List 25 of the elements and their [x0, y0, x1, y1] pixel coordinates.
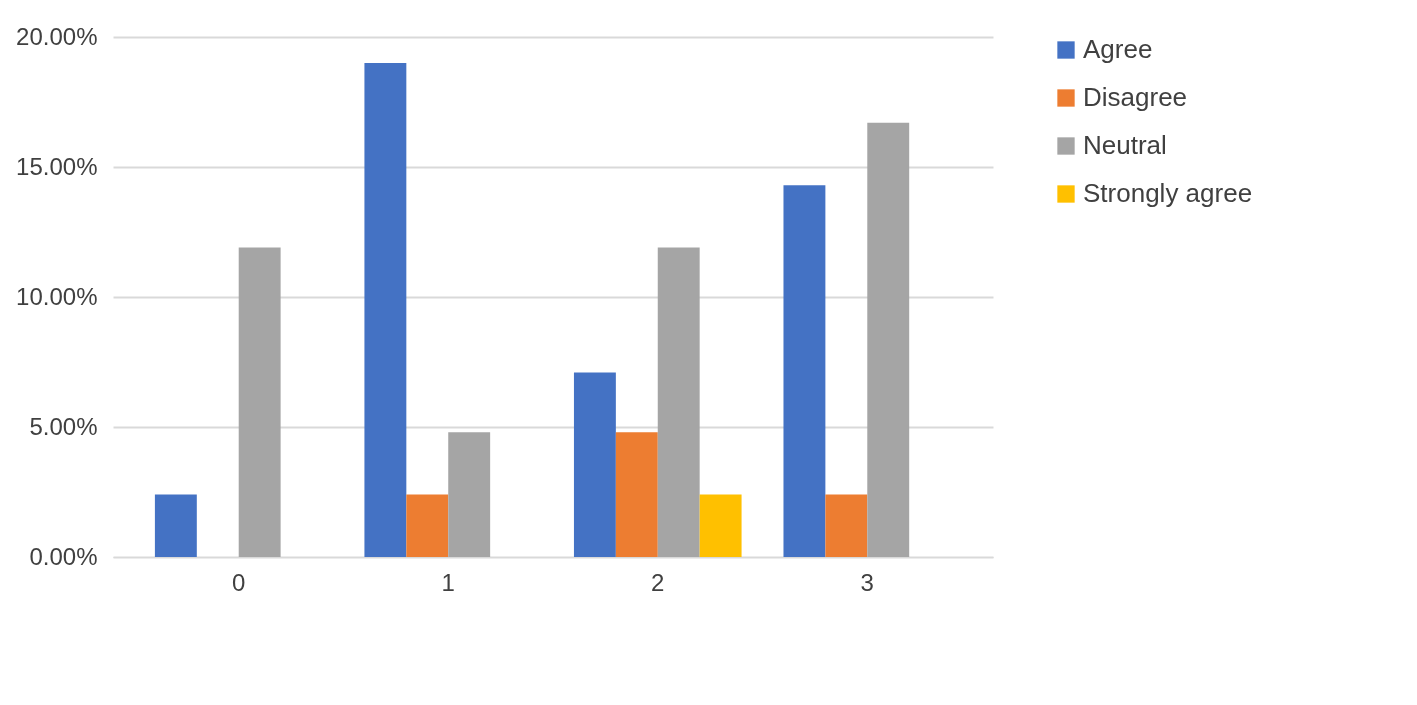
x-tick-label: 1 [441, 568, 455, 596]
bar [825, 494, 868, 557]
bar [448, 432, 491, 557]
x-tick-label: 3 [860, 568, 874, 596]
bar [867, 122, 910, 557]
bar [699, 494, 742, 557]
bar [154, 494, 197, 557]
legend-label: Disagree [1083, 82, 1188, 112]
bar [783, 185, 826, 557]
y-tick-label: 5.00% [29, 412, 98, 440]
bar [238, 247, 281, 557]
bar [615, 432, 658, 557]
legend-label: Agree [1083, 34, 1153, 64]
x-tick-label: 0 [232, 568, 246, 596]
x-tick-label: 2 [651, 568, 665, 596]
y-tick-label: 20.00% [16, 22, 98, 50]
legend-label: Neutral [1083, 130, 1167, 160]
bar [406, 494, 449, 557]
y-tick-label: 0.00% [29, 542, 98, 570]
y-tick-label: 15.00% [16, 152, 98, 180]
bar [364, 63, 407, 557]
y-tick-label: 10.00% [16, 282, 98, 310]
legend-label: Strongly agree [1083, 178, 1253, 208]
bar [573, 372, 616, 557]
bar [657, 247, 700, 557]
